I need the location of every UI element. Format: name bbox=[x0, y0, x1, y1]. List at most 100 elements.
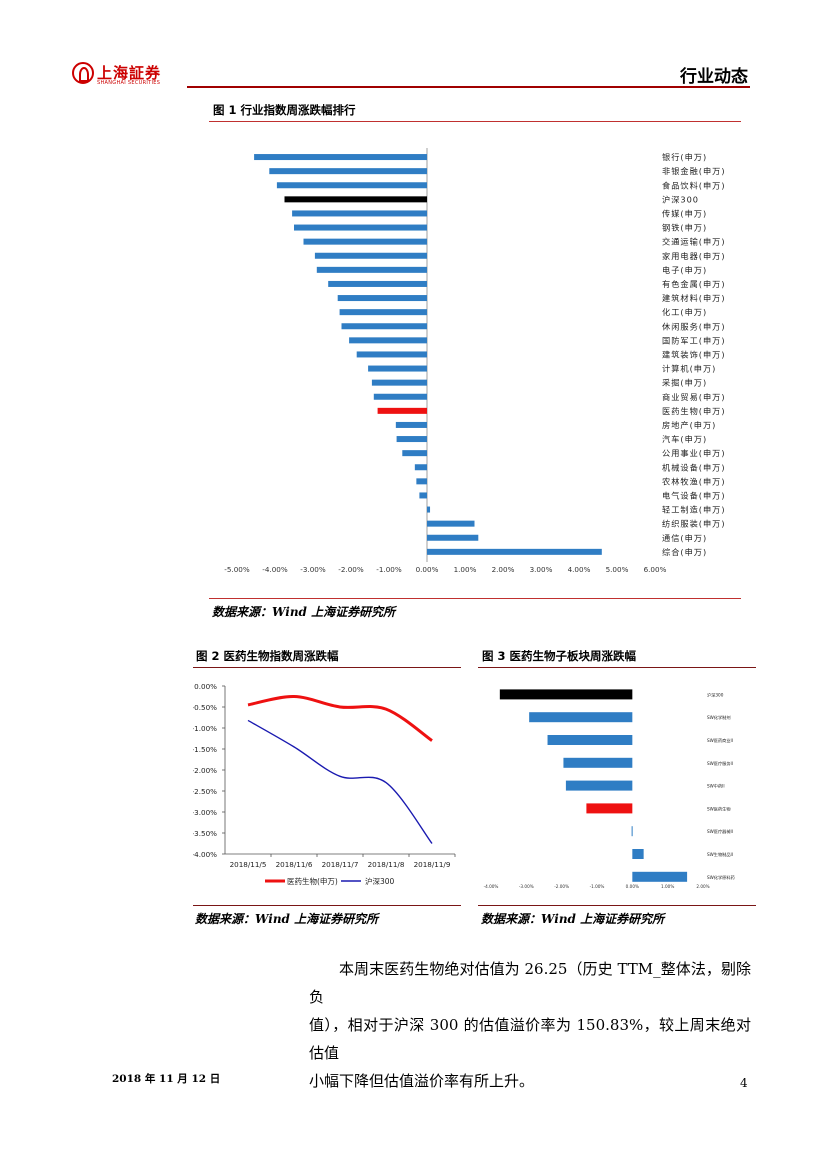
figure2-top-rule bbox=[193, 667, 461, 668]
paragraph-line-2: 值），相对于沪深 300 的估值溢价率为 150.83%，较上周末绝对估值 bbox=[309, 1016, 751, 1062]
fig2-legend-label: 沪深300 bbox=[365, 876, 395, 886]
body-paragraph: 本周末医药生物绝对估值为 26.25（历史 TTM_整体法，剔除负 值），相对于… bbox=[309, 955, 751, 1095]
fig2-x-tick-label: 2018/11/8 bbox=[368, 860, 405, 869]
fig1-category-label: 食品饮料(申万) bbox=[662, 180, 726, 190]
fig3-category-label: SW医疗器械II bbox=[707, 828, 733, 835]
fig1-category-label: 机械设备(申万) bbox=[662, 462, 726, 472]
fig1-bar bbox=[341, 323, 427, 330]
figure3-title: 图 3 医药生物子板块周涨跌幅 bbox=[482, 649, 637, 663]
fig1-category-label: 建筑装饰(申万) bbox=[662, 349, 726, 359]
fig1-category-label: 医药生物(申万) bbox=[662, 406, 726, 416]
section-title: 行业动态 bbox=[680, 67, 748, 87]
fig3-bar bbox=[632, 871, 688, 882]
fig1-tick-label: -3.00% bbox=[300, 565, 326, 574]
fig1-tick-label: 4.00% bbox=[568, 565, 591, 574]
fig3-bar bbox=[499, 689, 633, 700]
fig1-bar bbox=[356, 351, 427, 358]
fig1-tick-label: -5.00% bbox=[224, 565, 250, 574]
fig1-category-label: 汽车(申万) bbox=[662, 434, 707, 444]
fig3-bar bbox=[529, 712, 633, 723]
fig1-bar bbox=[276, 182, 427, 189]
fig1-bar bbox=[303, 238, 427, 245]
figure3-source: 数据来源：Wind 上海证券研究所 bbox=[481, 912, 665, 926]
figure2-bottom-rule bbox=[193, 905, 461, 906]
fig1-category-label: 休闲服务(申万) bbox=[662, 321, 726, 331]
fig1-category-label: 综合(申万) bbox=[662, 547, 707, 557]
company-logo: 上海証券 SHANGHAI SECURITIES bbox=[72, 62, 167, 88]
fig2-y-tick-label: -3.00% bbox=[193, 808, 217, 817]
logo-emblem-icon bbox=[72, 62, 94, 84]
fig3-bar bbox=[547, 735, 633, 745]
fig1-bar bbox=[402, 450, 427, 457]
fig1-bar bbox=[371, 379, 427, 386]
fig1-bar bbox=[254, 154, 427, 161]
fig3-category-label: SW医疗服务II bbox=[707, 760, 733, 767]
figure1-chart: 银行(申万) 非银金融(申万) 食品饮料(申万) 沪深300 传媒(申万) 钢铁(申万) 交… bbox=[224, 148, 726, 574]
figure3-chart: 沪深300 SW化学制剂 SW医药商业II SW医疗服务II SW中药II SW医药生物 S… bbox=[484, 689, 735, 889]
fig1-tick-label: -4.00% bbox=[262, 565, 288, 574]
fig1-bar bbox=[294, 224, 427, 231]
fig1-category-label: 采掘(申万) bbox=[662, 378, 707, 388]
fig2-y-tick-label: -0.50% bbox=[193, 703, 217, 712]
fig1-category-label: 非银金融(申万) bbox=[662, 166, 726, 176]
figure2-title: 图 2 医药生物指数周涨跌幅 bbox=[196, 649, 339, 663]
fig1-bar bbox=[337, 295, 427, 302]
fig2-y-tick-label: -4.00% bbox=[193, 850, 217, 859]
fig1-bar bbox=[368, 365, 427, 372]
fig1-category-label: 传媒(申万) bbox=[662, 208, 707, 218]
fig3-bar bbox=[565, 780, 633, 791]
fig1-category-label: 公用事业(申万) bbox=[662, 448, 726, 458]
fig1-tick-label: 5.00% bbox=[606, 565, 629, 574]
fig1-category-label: 房地产(申万) bbox=[662, 420, 716, 430]
fig1-bar bbox=[316, 266, 427, 273]
fig1-bar bbox=[373, 393, 427, 400]
fig3-tick-label: 2.00% bbox=[696, 884, 709, 889]
fig1-bar bbox=[414, 464, 427, 471]
figure3-top-rule bbox=[478, 667, 756, 668]
fig1-tick-label: 6.00% bbox=[644, 565, 667, 574]
fig1-bar bbox=[284, 196, 427, 203]
fig1-category-label: 纺织服装(申万) bbox=[662, 519, 726, 529]
fig1-bar bbox=[427, 534, 479, 541]
figure1-source: 数据来源：Wind 上海证券研究所 bbox=[212, 605, 396, 619]
fig2-y-tick-label: 0.00% bbox=[194, 682, 217, 691]
fig2-x-tick-label: 2018/11/7 bbox=[322, 860, 359, 869]
fig2-y-tick-label: -2.00% bbox=[193, 766, 217, 775]
fig2-y-tick-label: -3.50% bbox=[193, 829, 217, 838]
fig1-category-label: 轻工制造(申万) bbox=[662, 505, 726, 515]
fig1-category-label: 商业贸易(申万) bbox=[662, 392, 726, 402]
fig1-category-label: 电气设备(申万) bbox=[662, 490, 726, 500]
fig3-category-label: SW化学制剂 bbox=[707, 714, 731, 721]
fig2-series-line-pharma bbox=[247, 694, 433, 742]
fig3-tick-label: -2.00% bbox=[554, 884, 569, 889]
fig1-category-label: 家用电器(申万) bbox=[662, 251, 726, 261]
fig2-y-tick-label: -1.50% bbox=[193, 745, 217, 754]
fig1-category-label: 国防军工(申万) bbox=[662, 335, 726, 345]
fig3-tick-label: 0.00% bbox=[626, 884, 639, 889]
fig1-category-label: 农林牧渔(申万) bbox=[662, 476, 726, 486]
fig3-tick-label: -3.00% bbox=[519, 884, 534, 889]
fig1-bar bbox=[292, 210, 427, 217]
fig1-bar bbox=[349, 337, 427, 344]
fig1-bar bbox=[427, 548, 602, 555]
figure2-source: 数据来源：Wind 上海证券研究所 bbox=[195, 912, 379, 926]
fig1-bar bbox=[269, 168, 427, 175]
fig1-category-label: 钢铁(申万) bbox=[662, 223, 707, 233]
fig1-bar bbox=[419, 492, 427, 499]
fig2-x-tick-label: 2018/11/9 bbox=[414, 860, 451, 869]
figure1-top-rule bbox=[209, 121, 741, 122]
logo-english-name: SHANGHAI SECURITIES bbox=[97, 80, 161, 86]
page-number: 4 bbox=[740, 1076, 748, 1090]
fig1-category-label: 通信(申万) bbox=[662, 533, 707, 543]
fig2-y-tick-label: -1.00% bbox=[193, 724, 217, 733]
fig1-bar bbox=[416, 478, 427, 485]
fig2-x-tick-label: 2018/11/6 bbox=[276, 860, 313, 869]
fig3-tick-label: -4.00% bbox=[484, 884, 499, 889]
fig1-category-label: 银行(申万) bbox=[662, 152, 707, 162]
fig3-category-label: SW化学原料药 bbox=[707, 874, 735, 881]
fig1-category-label: 建筑材料(申万) bbox=[662, 293, 726, 303]
fig2-legend-label: 医药生物(申万) bbox=[287, 876, 338, 886]
fig1-bar bbox=[396, 436, 427, 443]
figure2-chart: 0.00% -0.50% -1.00% -1.50% -2.00% -2.50% -3.00… bbox=[193, 682, 456, 886]
paragraph-line-3: 小幅下降但估值溢价率有所上升。 bbox=[309, 1072, 535, 1090]
